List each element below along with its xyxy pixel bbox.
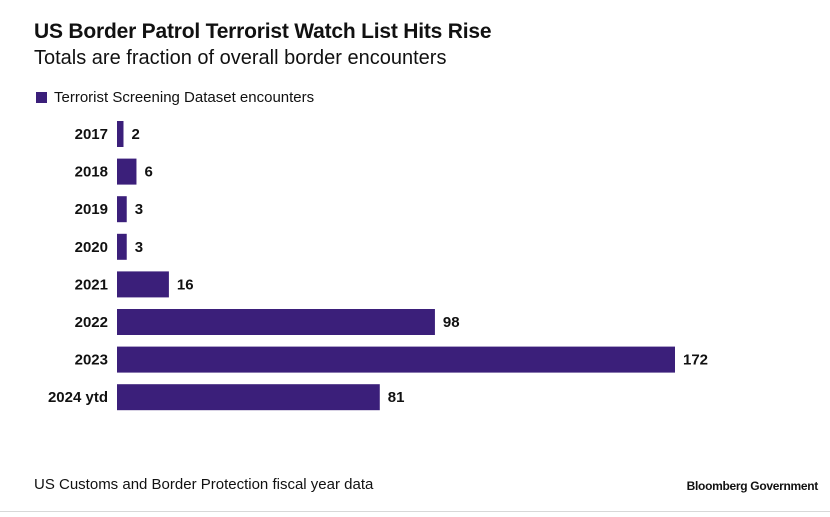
value-label: 172 [683, 352, 708, 369]
value-label: 98 [443, 314, 460, 331]
value-label: 81 [388, 389, 405, 406]
bar [117, 159, 136, 185]
category-label: 2024 ytd [48, 389, 108, 406]
brand-logo-text: Bloomberg Government [687, 479, 818, 493]
bottom-divider [0, 511, 830, 512]
value-label: 3 [135, 201, 143, 218]
category-label: 2019 [75, 201, 108, 218]
bar [117, 234, 127, 260]
category-label: 2021 [75, 276, 108, 293]
bar [117, 384, 380, 410]
value-label: 2 [131, 126, 139, 143]
bar [117, 121, 123, 147]
category-label: 2018 [75, 164, 108, 181]
bar [117, 309, 435, 335]
bar [117, 196, 127, 222]
bar [117, 347, 675, 373]
category-label: 2017 [75, 126, 108, 143]
value-label: 16 [177, 276, 194, 293]
source-note: US Customs and Border Protection fiscal … [34, 476, 373, 493]
category-label: 2023 [75, 352, 108, 369]
value-label: 3 [135, 239, 143, 256]
category-label: 2020 [75, 239, 108, 256]
category-label: 2022 [75, 314, 108, 331]
bar [117, 271, 169, 297]
value-label: 6 [144, 164, 152, 181]
